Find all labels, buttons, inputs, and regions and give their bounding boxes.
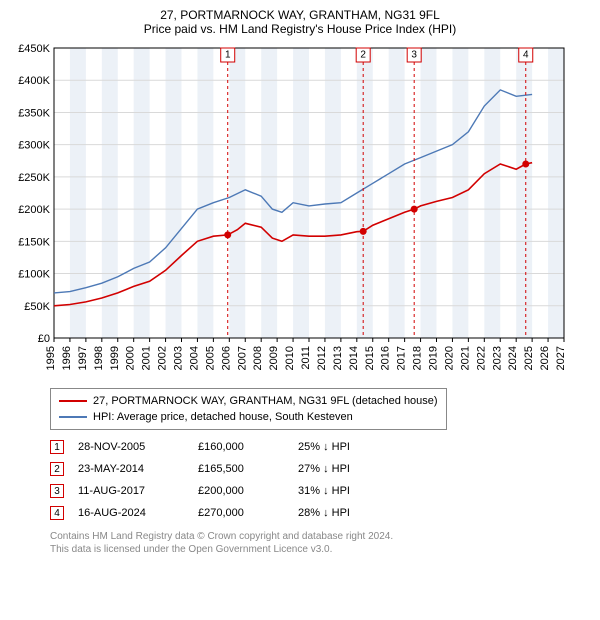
svg-text:2001: 2001 — [141, 346, 153, 370]
svg-text:2027: 2027 — [555, 346, 567, 370]
legend-label: 27, PORTMARNOCK WAY, GRANTHAM, NG31 9FL … — [93, 393, 438, 409]
footnote: Contains HM Land Registry data © Crown c… — [50, 530, 590, 556]
title-block: 27, PORTMARNOCK WAY, GRANTHAM, NG31 9FL … — [10, 8, 590, 36]
svg-text:1: 1 — [225, 50, 231, 61]
svg-text:2022: 2022 — [475, 346, 487, 370]
svg-text:2014: 2014 — [348, 346, 360, 370]
legend-swatch — [59, 416, 87, 418]
sale-marker-icon: 4 — [50, 506, 64, 520]
sale-marker-icon: 1 — [50, 440, 64, 454]
legend-item: HPI: Average price, detached house, Sout… — [59, 409, 438, 425]
sale-diff: 25% ↓ HPI — [298, 441, 408, 453]
svg-text:2023: 2023 — [491, 346, 503, 370]
sale-price: £160,000 — [198, 441, 298, 453]
svg-text:£300K: £300K — [18, 140, 50, 152]
title-address: 27, PORTMARNOCK WAY, GRANTHAM, NG31 9FL — [10, 8, 590, 22]
svg-text:2020: 2020 — [443, 346, 455, 370]
svg-text:1996: 1996 — [61, 346, 73, 370]
svg-text:2026: 2026 — [539, 346, 551, 370]
svg-text:£150K: £150K — [18, 236, 50, 248]
svg-text:4: 4 — [523, 50, 529, 61]
svg-text:2009: 2009 — [268, 346, 280, 370]
svg-text:2017: 2017 — [396, 346, 408, 370]
svg-text:2011: 2011 — [300, 346, 312, 370]
svg-text:£400K: £400K — [18, 75, 50, 87]
sale-date: 23-MAY-2014 — [78, 463, 198, 475]
svg-text:1995: 1995 — [45, 346, 57, 370]
chart: £0 £50K £100K £150K £200K £250K £300K £350K £400… — [10, 42, 590, 382]
sale-diff: 28% ↓ HPI — [298, 507, 408, 519]
svg-text:2002: 2002 — [157, 346, 169, 370]
svg-text:2005: 2005 — [204, 346, 216, 370]
svg-text:2021: 2021 — [459, 346, 471, 370]
transactions-table: 1 28-NOV-2005 £160,000 25% ↓ HPI 2 23-MA… — [50, 436, 590, 524]
table-row: 4 16-AUG-2024 £270,000 28% ↓ HPI — [50, 502, 590, 524]
svg-text:2008: 2008 — [252, 346, 264, 370]
svg-text:£100K: £100K — [18, 269, 50, 281]
svg-text:£250K: £250K — [18, 172, 50, 184]
svg-text:2004: 2004 — [188, 346, 200, 370]
svg-text:1997: 1997 — [77, 346, 89, 370]
footnote-line: Contains HM Land Registry data © Crown c… — [50, 530, 590, 543]
legend-swatch — [59, 400, 87, 402]
svg-text:£50K: £50K — [24, 301, 50, 313]
legend-label: HPI: Average price, detached house, Sout… — [93, 409, 353, 425]
svg-text:£450K: £450K — [18, 43, 50, 55]
svg-text:2019: 2019 — [428, 346, 440, 370]
svg-text:2010: 2010 — [284, 346, 296, 370]
svg-text:2007: 2007 — [236, 346, 248, 370]
svg-text:£350K: £350K — [18, 107, 50, 119]
table-row: 2 23-MAY-2014 £165,500 27% ↓ HPI — [50, 458, 590, 480]
sale-price: £200,000 — [198, 485, 298, 497]
svg-text:2000: 2000 — [125, 346, 137, 370]
svg-text:1999: 1999 — [109, 346, 121, 370]
chart-container: 27, PORTMARNOCK WAY, GRANTHAM, NG31 9FL … — [0, 0, 600, 564]
title-subtitle: Price paid vs. HM Land Registry's House … — [10, 22, 590, 36]
svg-text:1998: 1998 — [93, 346, 105, 370]
sale-date: 28-NOV-2005 — [78, 441, 198, 453]
svg-text:2003: 2003 — [173, 346, 185, 370]
svg-text:£0: £0 — [38, 333, 50, 345]
sale-marker-icon: 3 — [50, 484, 64, 498]
footnote-line: This data is licensed under the Open Gov… — [50, 543, 590, 556]
svg-text:2025: 2025 — [523, 346, 535, 370]
sale-marker-icon: 2 — [50, 462, 64, 476]
legend: 27, PORTMARNOCK WAY, GRANTHAM, NG31 9FL … — [50, 388, 447, 430]
svg-text:2016: 2016 — [380, 346, 392, 370]
sale-diff: 31% ↓ HPI — [298, 485, 408, 497]
svg-text:3: 3 — [411, 50, 417, 61]
svg-text:£200K: £200K — [18, 204, 50, 216]
svg-text:2: 2 — [360, 50, 366, 61]
svg-text:2018: 2018 — [412, 346, 424, 370]
sale-date: 16-AUG-2024 — [78, 507, 198, 519]
sale-diff: 27% ↓ HPI — [298, 463, 408, 475]
svg-text:2013: 2013 — [332, 346, 344, 370]
chart-svg: £0 £50K £100K £150K £200K £250K £300K £350K £400… — [10, 42, 570, 382]
svg-text:2024: 2024 — [507, 346, 519, 370]
svg-text:2006: 2006 — [220, 346, 232, 370]
table-row: 1 28-NOV-2005 £160,000 25% ↓ HPI — [50, 436, 590, 458]
sale-price: £270,000 — [198, 507, 298, 519]
legend-item: 27, PORTMARNOCK WAY, GRANTHAM, NG31 9FL … — [59, 393, 438, 409]
sale-price: £165,500 — [198, 463, 298, 475]
svg-text:2015: 2015 — [364, 346, 376, 370]
svg-text:2012: 2012 — [316, 346, 328, 370]
table-row: 3 11-AUG-2017 £200,000 31% ↓ HPI — [50, 480, 590, 502]
sale-date: 11-AUG-2017 — [78, 485, 198, 497]
